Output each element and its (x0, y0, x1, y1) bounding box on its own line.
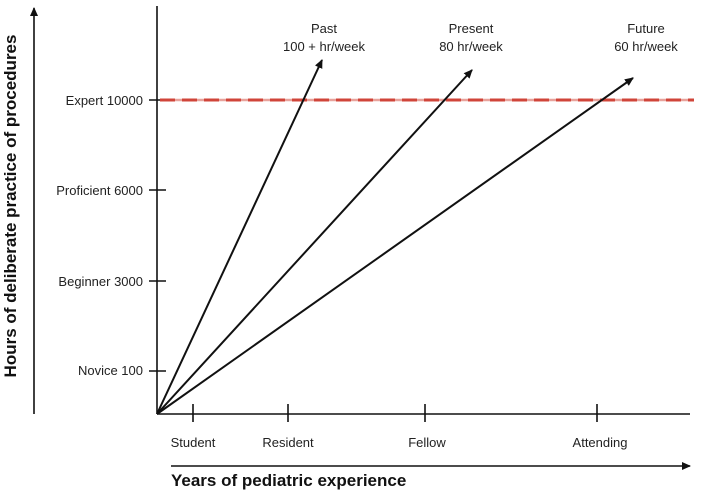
future-arrow (156, 77, 634, 415)
present-label-rate: 80 hr/week (439, 39, 503, 54)
future-label-title: Future (627, 21, 665, 36)
x-tick-label-fellow: Fellow (408, 435, 446, 450)
future-label-rate: 60 hr/week (614, 39, 678, 54)
y-tick-label-proficient: Proficient 6000 (56, 183, 143, 198)
y-tick-label-expert: Expert 10000 (66, 93, 143, 108)
past-label-title: Past (311, 21, 337, 36)
y-axis-title-group: Hours of deliberate practice of procedur… (1, 35, 20, 378)
y-tick-label-beginner: Beginner 3000 (58, 274, 143, 289)
x-axis-title: Years of pediatric experience (171, 471, 406, 490)
x-ticks: Student Resident Fellow Attending (171, 404, 628, 450)
y-axis-title: Hours of deliberate practice of procedur… (1, 35, 20, 378)
present-label-title: Present (449, 21, 494, 36)
past-arrow (156, 59, 323, 415)
past-label-rate: 100 + hr/week (283, 39, 366, 54)
x-tick-label-attending: Attending (573, 435, 628, 450)
x-tick-label-student: Student (171, 435, 216, 450)
y-ticks: Novice 100 Beginner 3000 Proficient 6000… (56, 93, 166, 378)
x-tick-label-resident: Resident (262, 435, 314, 450)
y-tick-label-novice: Novice 100 (78, 363, 143, 378)
present-arrow (156, 69, 473, 415)
